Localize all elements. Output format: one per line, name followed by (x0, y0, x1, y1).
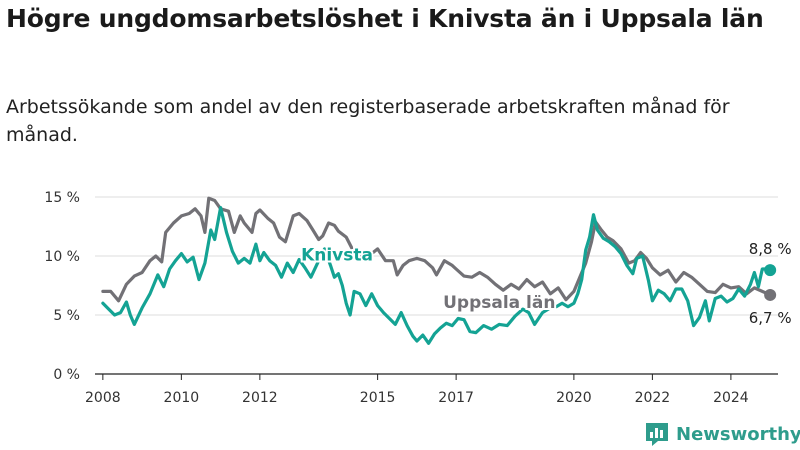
axes: 0 % 5 % 10 % 15 % 2008 2010 2012 2015 2017 2020 20… (44, 190, 748, 406)
brand-name: Newsworthy (676, 423, 800, 445)
chart-subtitle: Arbetssökande som andel av den registerb… (6, 96, 730, 146)
x-tick-label: 2024 (713, 390, 749, 406)
end-value-label-knivsta: 8,8 % (749, 240, 792, 258)
end-point-knivsta (764, 264, 777, 277)
labels: 6,7 % 8,8 % Knivsta Uppsala län (299, 240, 792, 327)
series-label-uppsala: Uppsala län (443, 293, 555, 313)
chart-title: Högre ungdomsarbetslöshet i Knivsta än i… (6, 4, 764, 33)
x-tick-label: 2015 (360, 390, 396, 406)
series-label-knivsta: Knivsta (301, 246, 373, 266)
y-tick-label: 0 % (53, 367, 80, 383)
y-tick-label: 5 % (53, 308, 80, 324)
y-tick-label: 10 % (44, 249, 80, 265)
newsworthy-icon (646, 423, 668, 446)
series-line-uppsala-l-n (101, 196, 772, 303)
x-tick-label: 2012 (242, 390, 278, 406)
gridlines (95, 196, 778, 375)
y-tick-label: 15 % (44, 190, 80, 206)
end-point-uppsala-l-n (764, 288, 777, 301)
series-lines (101, 196, 777, 345)
x-tick-label: 2017 (438, 390, 474, 406)
x-tick-label: 2022 (635, 390, 671, 406)
x-tick-label: 2020 (556, 390, 592, 406)
series-line-knivsta (101, 206, 772, 345)
end-value-label-uppsala-l-n: 6,7 % (749, 309, 792, 327)
newsworthy-logo: Newsworthy (644, 421, 800, 447)
x-tick-label: 2008 (85, 390, 121, 406)
x-tick-label: 2010 (164, 390, 200, 406)
